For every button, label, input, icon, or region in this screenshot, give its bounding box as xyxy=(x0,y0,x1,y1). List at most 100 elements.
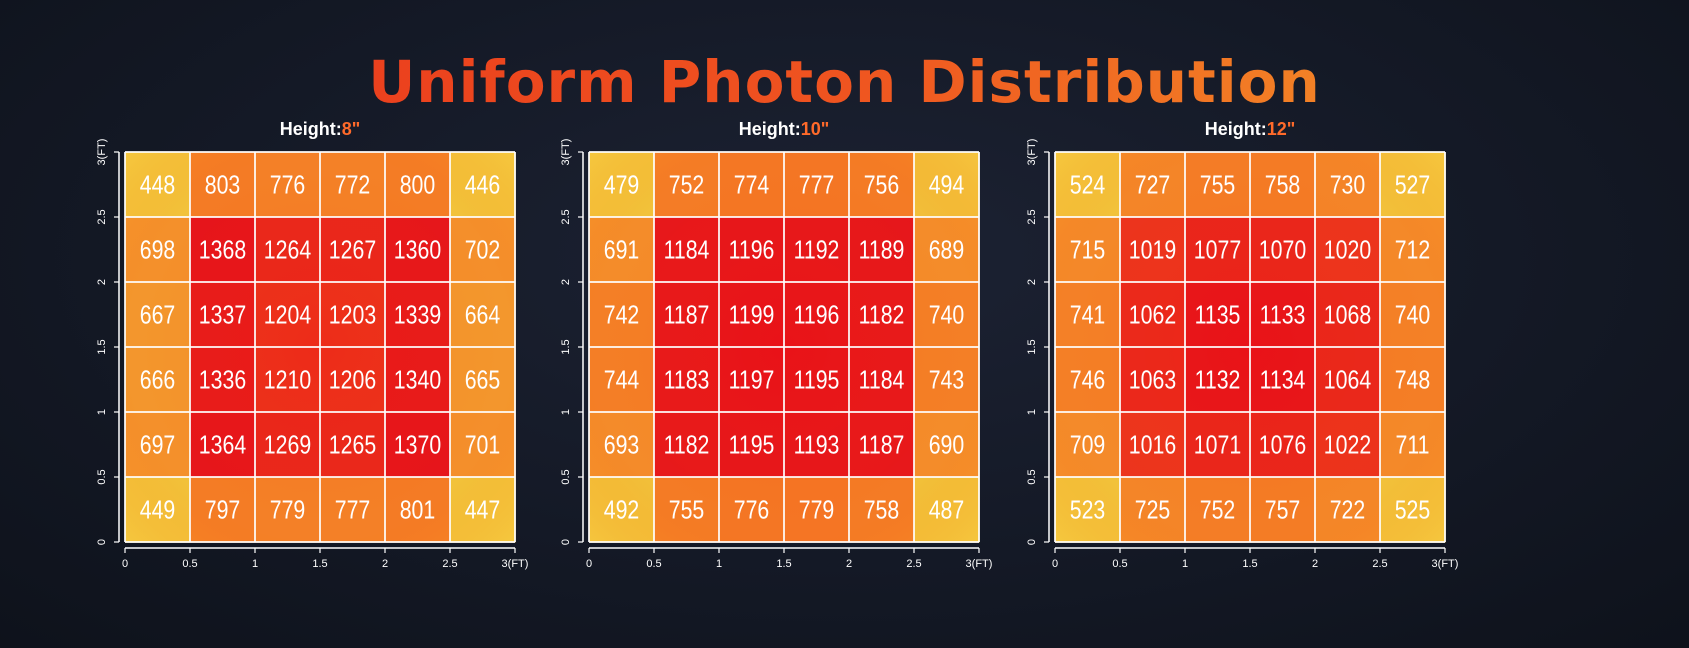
cell-values: 524 727 755 758 730 527 715 1019 1077 1070 1020 712… xyxy=(1070,171,1431,526)
y-tick-label: 3(FT) xyxy=(96,139,108,166)
cell-value: 1204 xyxy=(264,301,311,331)
cell-value: 1064 xyxy=(1324,366,1371,396)
cell-value: 1339 xyxy=(394,301,441,331)
axes: 0 0.5 1 1.5 2 2.5 3(FT) 0 0.5 1 1.5 2 2.5 3(FT) xyxy=(560,139,992,570)
y-tick-label: 2 xyxy=(560,279,572,285)
heatmap-chart-height-10: Height:10" 479 752 774 777 756 494 691 1184 1196 1… xyxy=(560,119,992,570)
cell-value: 712 xyxy=(1395,236,1431,266)
cell-value: 1210 xyxy=(264,366,311,396)
panel-title-height-value: 10" xyxy=(801,119,830,139)
panel-title: Height:12" xyxy=(1205,119,1296,139)
grid xyxy=(588,151,980,543)
cell-value: 1070 xyxy=(1259,236,1306,266)
y-tick-label: 1 xyxy=(1026,409,1038,415)
cell-value: 1187 xyxy=(859,431,905,461)
cell-value: 448 xyxy=(140,171,176,201)
y-tick-label: 0.5 xyxy=(96,469,108,484)
x-tick-label: 3(FT) xyxy=(966,558,993,570)
cell-value: 715 xyxy=(1070,236,1106,266)
cell-value: 690 xyxy=(929,431,965,461)
cell-value: 742 xyxy=(604,301,640,331)
cell-value: 1182 xyxy=(664,431,710,461)
x-tick-label: 1.5 xyxy=(776,558,791,570)
y-tick-label: 0 xyxy=(560,539,572,545)
cell-value: 740 xyxy=(1395,301,1431,331)
cell-value: 1022 xyxy=(1324,431,1371,461)
cell-value: 743 xyxy=(929,366,965,396)
cell-value: 1068 xyxy=(1324,301,1371,331)
y-tick-label: 1 xyxy=(560,409,572,415)
cell-value: 1206 xyxy=(329,366,376,396)
cell-value: 523 xyxy=(1070,496,1106,526)
cell-value: 777 xyxy=(799,171,835,201)
cell-value: 698 xyxy=(140,236,176,266)
cell-value: 1192 xyxy=(794,236,840,266)
cell-value: 801 xyxy=(400,496,436,526)
cell-value: 779 xyxy=(270,496,306,526)
cell-value: 1182 xyxy=(859,301,905,331)
y-tick-label: 1.5 xyxy=(560,339,572,354)
cell-value: 1184 xyxy=(859,366,905,396)
cell-value: 667 xyxy=(140,301,176,331)
cell-value: 1196 xyxy=(794,301,840,331)
cell-value: 449 xyxy=(140,496,176,526)
panel-title-height-value: 8" xyxy=(342,119,361,139)
cell-value: 755 xyxy=(669,496,705,526)
cell-value: 748 xyxy=(1395,366,1431,396)
main-title: Uniform Photon Distribution xyxy=(0,48,1689,116)
cell-value: 447 xyxy=(465,496,501,526)
cell-value: 487 xyxy=(929,496,965,526)
cell-value: 1019 xyxy=(1129,236,1176,266)
x-tick-label: 3(FT) xyxy=(1432,558,1459,570)
cell-value: 756 xyxy=(864,171,900,201)
cell-value: 797 xyxy=(205,496,241,526)
cell-value: 697 xyxy=(140,431,176,461)
cell-value: 758 xyxy=(864,496,900,526)
cell-value: 803 xyxy=(205,171,241,201)
cell-value: 1370 xyxy=(394,431,441,461)
x-tick-label: 2.5 xyxy=(906,558,921,570)
panel-title-height-value: 12" xyxy=(1267,119,1296,139)
cell-value: 1196 xyxy=(729,236,775,266)
cell-value: 693 xyxy=(604,431,640,461)
cell-value: 711 xyxy=(1396,431,1430,461)
grid xyxy=(124,151,516,543)
x-tick-label: 1 xyxy=(1182,558,1188,570)
panel-title-prefix: Height: xyxy=(739,119,801,139)
cell-value: 741 xyxy=(1070,301,1106,331)
cell-value: 691 xyxy=(604,236,640,266)
x-tick-label: 1 xyxy=(716,558,722,570)
cell-value: 774 xyxy=(734,171,770,201)
y-tick-label: 1.5 xyxy=(1026,339,1038,354)
cell-value: 689 xyxy=(929,236,965,266)
y-tick-label: 3(FT) xyxy=(1026,139,1038,166)
cell-values: 479 752 774 777 756 494 691 1184 1196 1192 1189 689… xyxy=(604,171,965,526)
cell-value: 725 xyxy=(1135,496,1171,526)
cell-value: 746 xyxy=(1070,366,1106,396)
cell-value: 752 xyxy=(669,171,705,201)
cell-value: 777 xyxy=(335,496,371,526)
y-tick-label: 0.5 xyxy=(560,469,572,484)
x-tick-label: 1.5 xyxy=(312,558,327,570)
cell-value: 1132 xyxy=(1195,366,1241,396)
y-tick-label: 2.5 xyxy=(96,209,108,224)
cell-value: 664 xyxy=(465,301,501,331)
x-tick-label: 2.5 xyxy=(1372,558,1387,570)
cell-value: 665 xyxy=(465,366,501,396)
x-tick-label: 0.5 xyxy=(646,558,661,570)
x-tick-label: 0 xyxy=(586,558,592,570)
cell-value: 776 xyxy=(270,171,306,201)
cell-value: 1020 xyxy=(1324,236,1371,266)
cell-value: 1337 xyxy=(199,301,246,331)
cell-value: 492 xyxy=(604,496,640,526)
axes: 0 0.5 1 1.5 2 2.5 3(FT) 0 0.5 1 1.5 2 2.5 3(FT) xyxy=(96,139,528,570)
cell-value: 755 xyxy=(1200,171,1236,201)
cell-value: 1133 xyxy=(1260,301,1306,331)
cell-value: 1187 xyxy=(664,301,710,331)
cell-value: 702 xyxy=(465,236,501,266)
y-tick-label: 2.5 xyxy=(560,209,572,224)
cell-value: 666 xyxy=(140,366,176,396)
y-tick-label: 2 xyxy=(1026,279,1038,285)
panel-title: Height:8" xyxy=(280,119,361,139)
cell-value: 1195 xyxy=(729,431,775,461)
